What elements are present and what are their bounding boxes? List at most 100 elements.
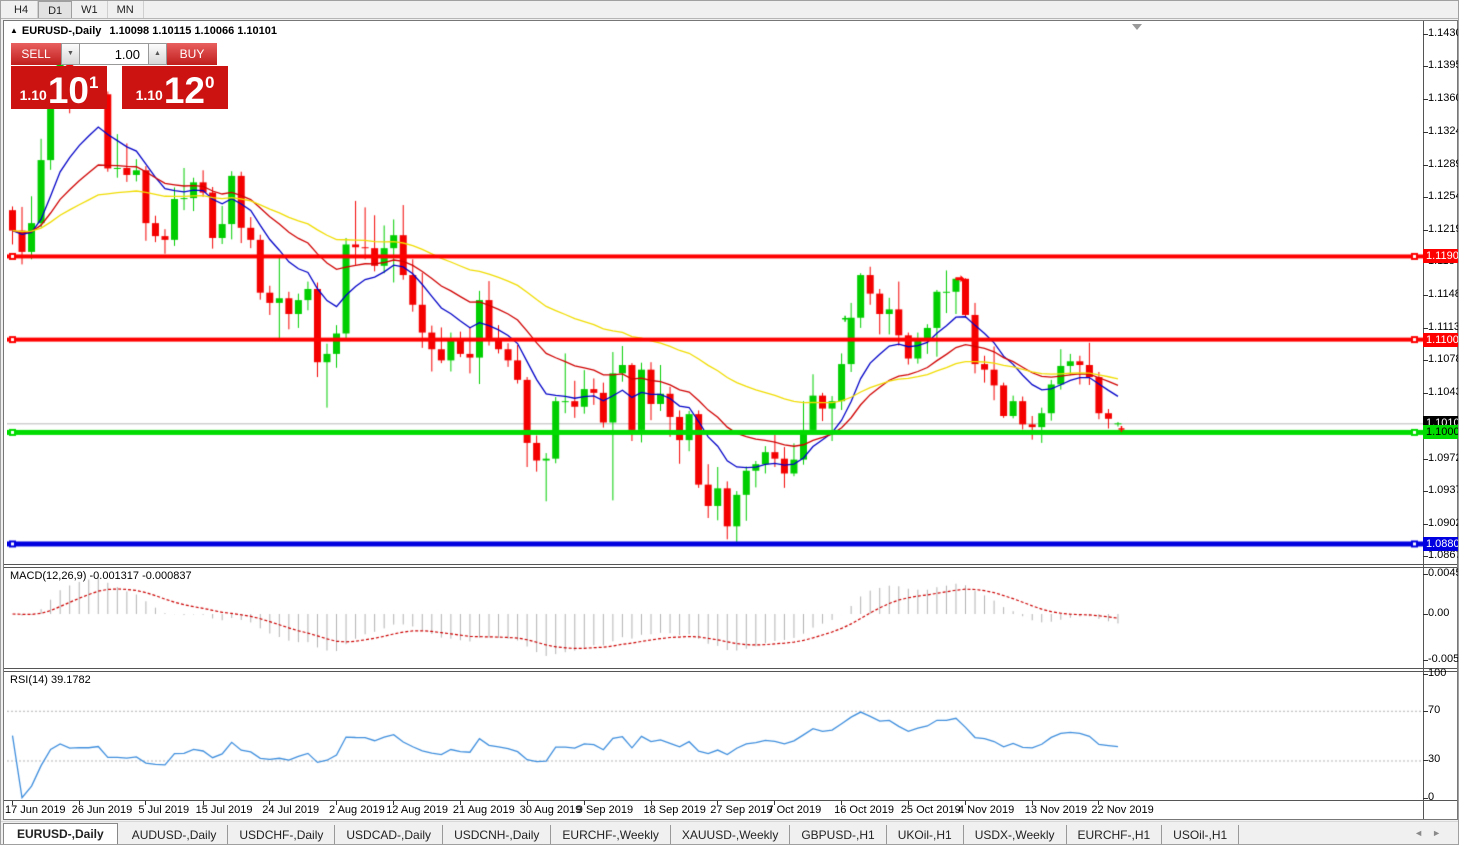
chart-tab-usdchf-daily[interactable]: USDCHF-,Daily (228, 825, 336, 844)
indicator-axis-tick (1423, 760, 1428, 762)
volume-increase-button[interactable]: ▲ (148, 43, 167, 65)
collapse-icon[interactable]: ▲ (10, 26, 18, 35)
buy-price-pip: 0 (204, 73, 215, 92)
tab-scroll-left-icon[interactable]: ◄ (1414, 828, 1433, 838)
price-axis-label: 1.12890 (1428, 157, 1458, 170)
macd-name: MACD(12,26,9) (10, 570, 87, 582)
price-axis-tick (1423, 98, 1428, 100)
chart-tab-ukoil-h1[interactable]: UKOil-,H1 (887, 825, 964, 844)
chart-tab-gbpusd-h1[interactable]: GBPUSD-,H1 (790, 825, 887, 844)
panel-separator (4, 567, 1457, 568)
buy-price-display[interactable]: 1.10 12 0 (122, 66, 228, 109)
macd-values: -0.001317 -0.000837 (89, 570, 192, 582)
chart-tab-usdcad-daily[interactable]: USDCAD-,Daily (335, 825, 444, 844)
price-axis-label: 1.10430 (1428, 385, 1458, 398)
chart-title: EURUSD-,Daily (21, 25, 102, 37)
macd-indicator-canvas[interactable] (7, 568, 1423, 667)
date-axis-tick (965, 801, 966, 805)
rsi-name: RSI(14) (10, 674, 48, 686)
date-axis-tick (459, 801, 461, 805)
date-axis-tick (526, 801, 528, 805)
date-axis-label: 2 Aug 2019 (329, 804, 385, 816)
tab-scroll-right-icon[interactable]: ► (1432, 828, 1450, 838)
rsi-value: 39.1782 (50, 674, 91, 686)
price-axis-tick (1423, 327, 1428, 329)
date-axis-label: 12 Aug 2019 (386, 804, 448, 816)
price-axis-label: 1.08670 (1428, 549, 1458, 562)
timeframe-button-h4[interactable]: H4 (5, 1, 39, 18)
price-axis-label: 1.14300 (1428, 27, 1458, 39)
date-axis-label: 5 Jul 2019 (138, 804, 190, 816)
price-axis-label: 1.13950 (1428, 59, 1458, 72)
chart-header: ▲ EURUSD-,Daily 1.10098 1.10115 1.10066 1.… (10, 25, 277, 37)
date-axis-label: 30 Aug 2019 (519, 804, 582, 816)
price-axis-label: 1.11480 (1428, 288, 1458, 301)
chart-tab-usdcnh-daily[interactable]: USDCNH-,Daily (443, 825, 552, 844)
indicator-axis-label: 0.004536 (1428, 567, 1458, 579)
sell-price-prefix: 1.10 (19, 87, 47, 103)
date-axis-label: 4 Nov 2019 (958, 804, 1015, 816)
price-axis-tick (1423, 34, 1428, 35)
date-axis-tick (145, 801, 147, 805)
date-axis-tick (336, 801, 338, 805)
date-axis-tick (1031, 801, 1033, 805)
date-axis-tick (907, 801, 909, 805)
chart-tab-xauusd-weekly[interactable]: XAUUSD-,Weekly (671, 825, 791, 844)
price-axis-tick (1423, 229, 1428, 231)
main-chart-canvas[interactable] (7, 23, 1423, 564)
date-axis-label: 27 Sep 2019 (710, 804, 773, 816)
indicator-axis-label: 30 (1428, 753, 1441, 766)
timeframe-button-d1[interactable]: D1 (38, 1, 73, 18)
panel-separator (4, 671, 1457, 672)
buy-price-big: 12 (163, 70, 205, 111)
buy-button[interactable]: BUY (167, 43, 217, 65)
price-axis-label: 1.09020 (1428, 516, 1458, 529)
chart-tab-eurusd-daily[interactable]: EURUSD-,Daily (3, 823, 118, 844)
rsi-indicator-canvas[interactable] (7, 672, 1423, 800)
timeframe-toolbar: H4 D1 W1 MN (1, 1, 1458, 19)
chart-tab-eurchf-h1[interactable]: EURCHF-,H1 (1067, 825, 1163, 844)
rsi-label: RSI(14) 39.1782 (10, 674, 91, 686)
sell-price-big: 10 (47, 70, 89, 111)
price-axis-tick (1423, 556, 1428, 558)
price-badge: 1.10003 (1423, 425, 1458, 440)
panel-separator[interactable] (4, 564, 1457, 565)
price-axis-tick (1423, 295, 1428, 297)
chart-tab-usdx-weekly[interactable]: USDX-,Weekly (964, 825, 1067, 844)
sell-price-display[interactable]: 1.10 10 1 (11, 66, 107, 109)
timeframe-button-w1[interactable]: W1 (72, 1, 108, 18)
price-axis-label: 1.12190 (1428, 222, 1458, 235)
indicator-axis-tick (1423, 673, 1428, 675)
price-axis-label: 1.11130 (1428, 320, 1458, 333)
price-axis-label: 1.09720 (1428, 451, 1458, 464)
price-axis-tick (1423, 360, 1428, 362)
price-axis-tick (1423, 458, 1428, 460)
sell-button[interactable]: SELL (11, 43, 61, 65)
date-axis-label: 15 Jul 2019 (195, 804, 253, 816)
price-axis-tick (1423, 132, 1428, 134)
chart-tab-eurchf-weekly[interactable]: EURCHF-,Weekly (551, 825, 671, 844)
chart-tab-usoil-h1[interactable]: USOil-,H1 (1162, 825, 1240, 844)
price-axis-label: 1.09370 (1428, 484, 1458, 497)
volume-decrease-button[interactable]: ▼ (61, 43, 80, 65)
indicator-axis-label: 70 (1428, 703, 1441, 716)
date-axis-label: 22 Nov 2019 (1091, 804, 1154, 816)
indicator-axis-label: 0 (1428, 790, 1435, 803)
date-axis-tick (269, 801, 271, 805)
chart-ohlc-values: 1.10098 1.10115 1.10066 1.10101 (109, 25, 278, 37)
panel-separator[interactable] (4, 668, 1457, 669)
chart-tab-audusd-daily[interactable]: AUDUSD-,Daily (121, 825, 229, 844)
date-axis-tick (78, 801, 80, 805)
indicator-axis-tick (1423, 659, 1428, 661)
indicator-axis-tick (1423, 710, 1428, 712)
indicator-axis-tick (1423, 614, 1428, 615)
chart-shift-icon[interactable] (1132, 24, 1142, 30)
price-axis-tick (1423, 392, 1428, 394)
timeframe-button-mn[interactable]: MN (108, 1, 144, 18)
price-axis-label: 1.12540 (1428, 190, 1458, 203)
indicator-axis-tick (1423, 797, 1428, 799)
price-axis-tick (1423, 197, 1428, 199)
volume-input[interactable] (80, 43, 148, 65)
buy-price-prefix: 1.10 (135, 87, 163, 103)
